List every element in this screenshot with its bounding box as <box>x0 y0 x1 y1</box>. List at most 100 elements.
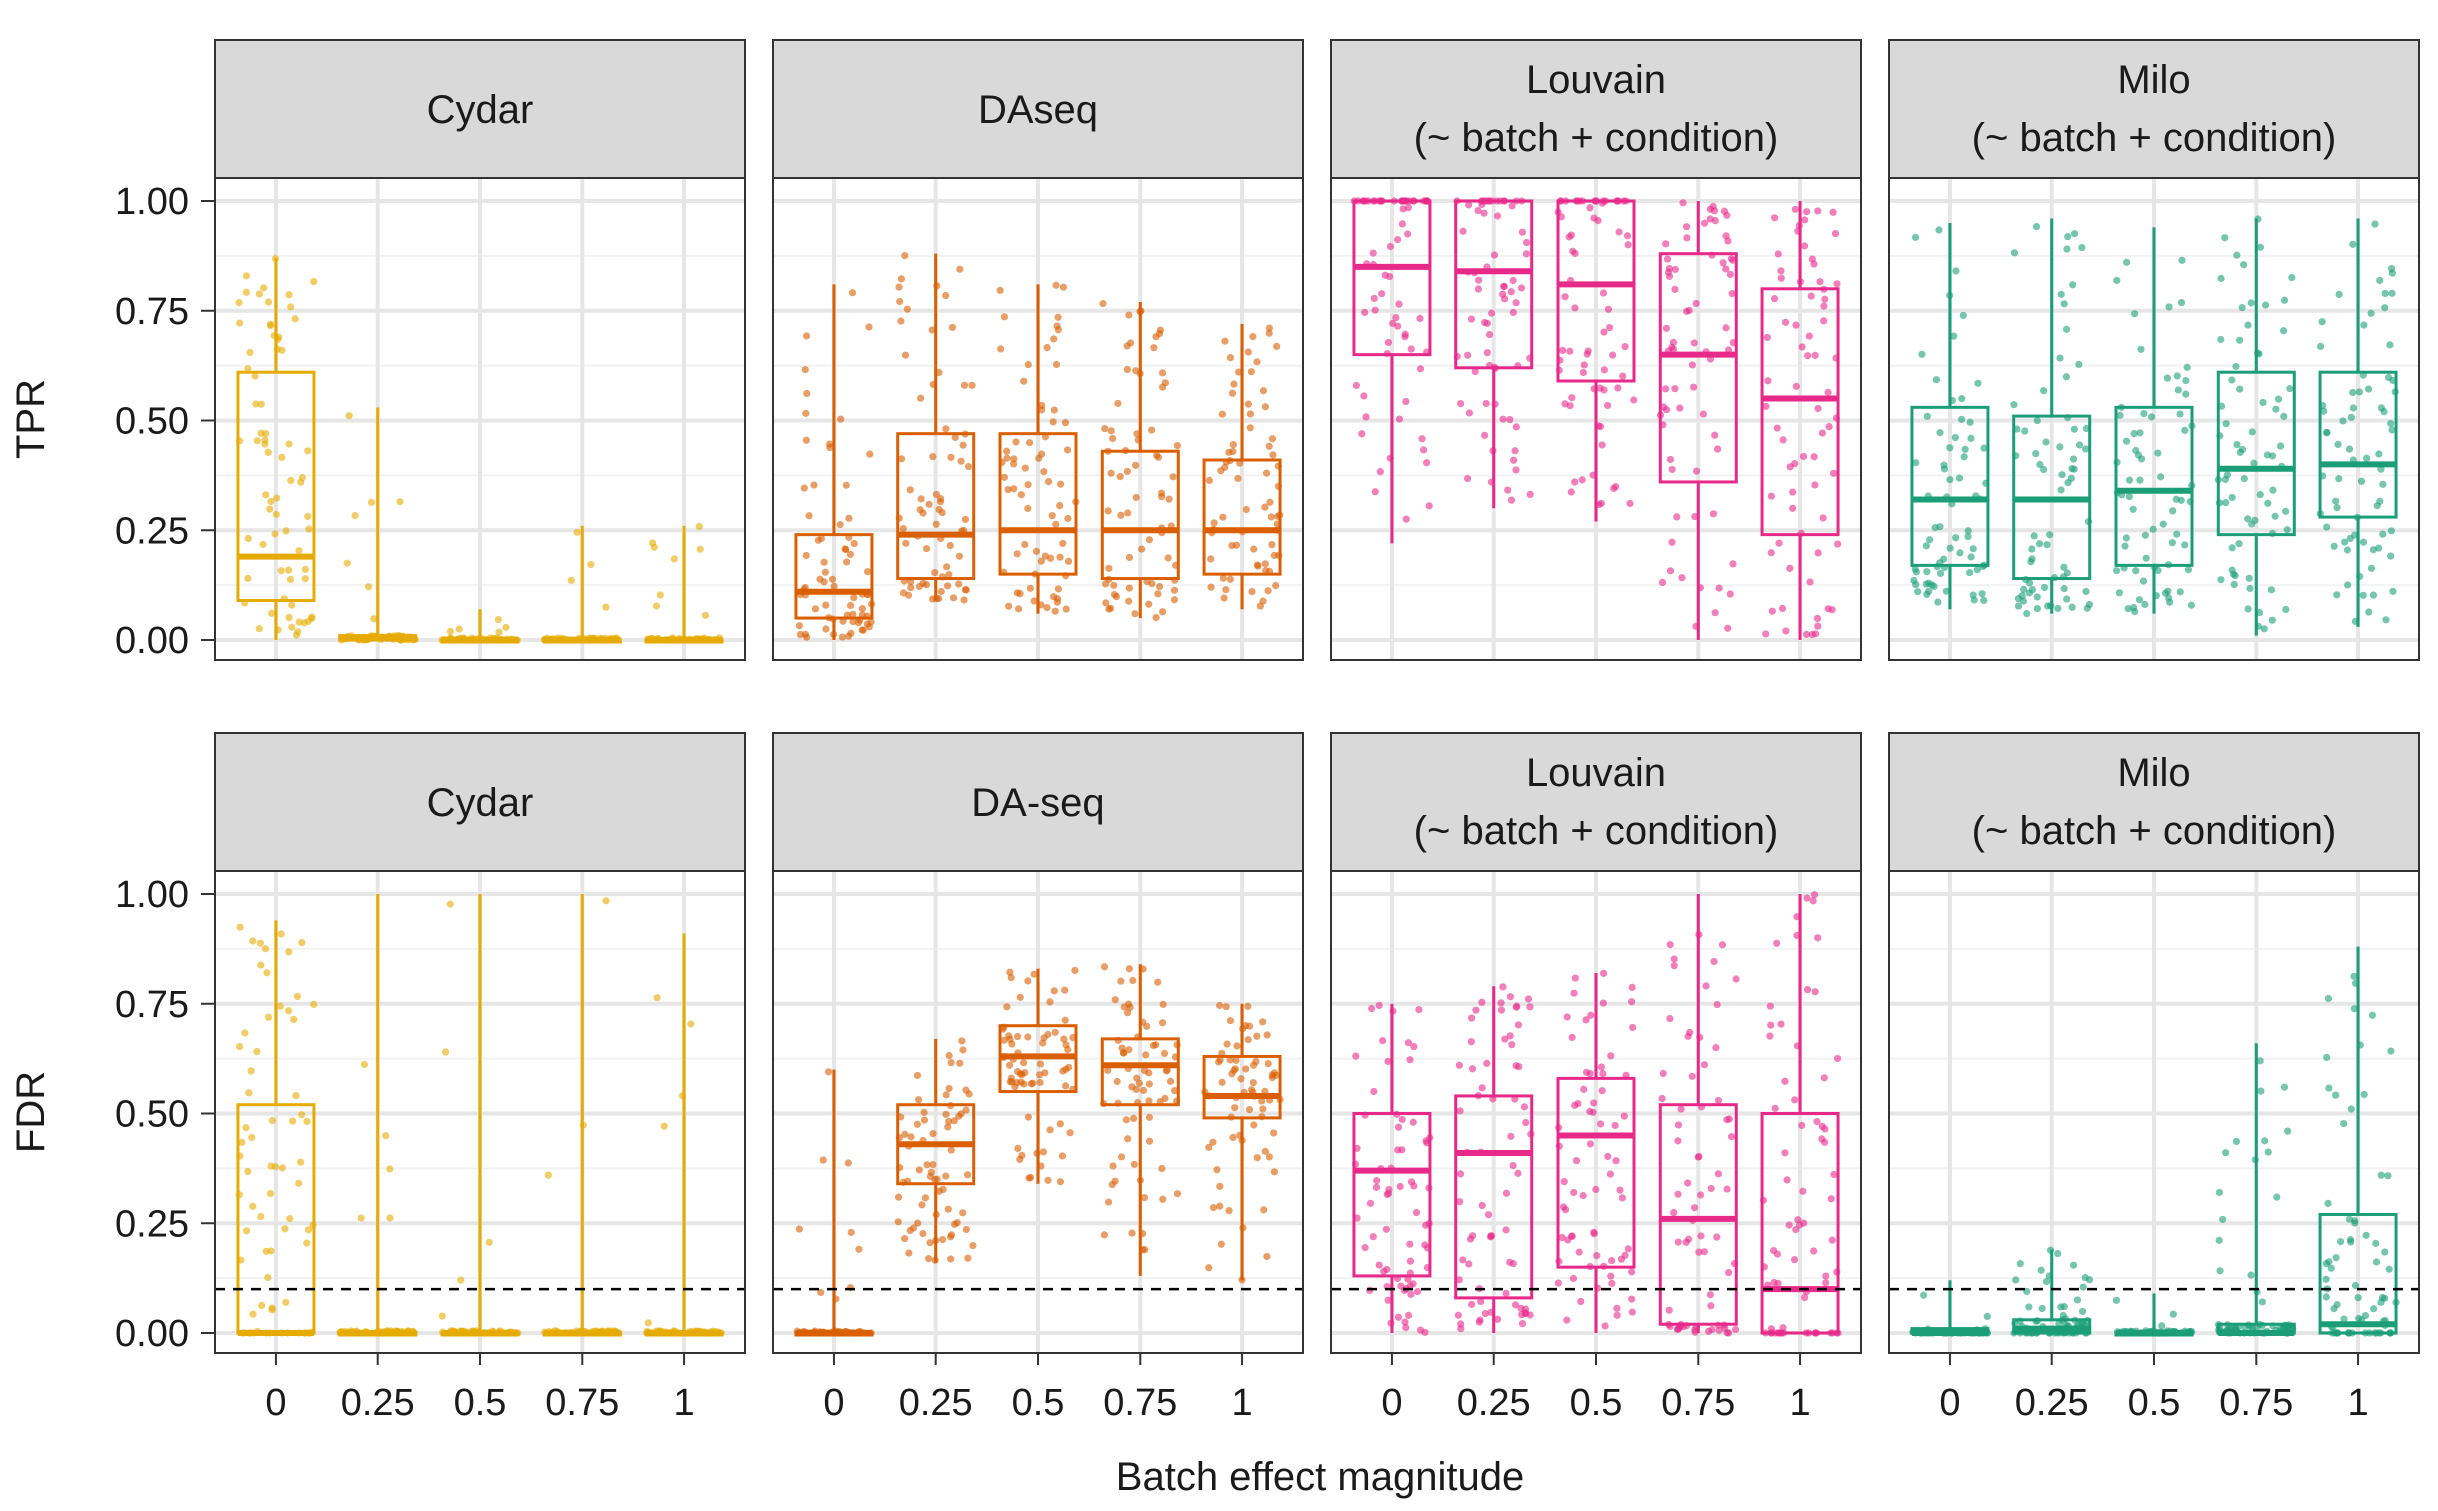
data-point <box>244 574 252 582</box>
data-point <box>2123 258 2131 266</box>
data-point <box>1247 368 1255 376</box>
data-point <box>1575 1248 1583 1256</box>
data-point <box>2157 473 2165 481</box>
data-point <box>1561 1206 1570 1214</box>
data-point <box>267 1162 275 1170</box>
data-point <box>255 625 263 633</box>
data-point <box>947 453 955 461</box>
data-point <box>858 605 866 613</box>
data-point <box>1791 205 1799 213</box>
data-point <box>1918 350 1926 358</box>
data-point <box>1511 447 1519 455</box>
box-cydar-3 <box>540 525 622 644</box>
facet-strip <box>214 732 746 872</box>
data-point <box>1570 989 1578 997</box>
data-point <box>943 563 951 571</box>
data-point <box>2166 598 2174 606</box>
data-point <box>1478 1084 1486 1092</box>
data-point <box>1209 1203 1218 1212</box>
data-point <box>310 277 318 286</box>
data-point <box>2233 440 2241 449</box>
panel-border <box>1330 177 1862 661</box>
data-point <box>1526 1311 1534 1319</box>
data-point <box>2258 1298 2266 1306</box>
data-point <box>1829 208 1837 216</box>
data-point <box>1923 568 1931 576</box>
data-point <box>1246 424 1254 432</box>
data-point <box>1378 290 1386 298</box>
data-point <box>2060 563 2068 571</box>
data-point <box>1124 509 1132 517</box>
data-point <box>653 994 661 1002</box>
data-point <box>2217 576 2225 584</box>
data-point <box>360 1060 369 1069</box>
data-point <box>2036 460 2044 469</box>
data-point <box>1237 1075 1245 1083</box>
data-point <box>343 559 351 567</box>
data-point <box>2054 604 2062 613</box>
facet-title: (~ batch + condition) <box>1414 116 1779 160</box>
data-point <box>1162 1067 1170 1075</box>
data-point <box>1774 1279 1782 1288</box>
data-point <box>1373 1176 1381 1185</box>
data-point <box>1165 495 1173 503</box>
data-point <box>2387 265 2396 273</box>
data-point <box>1725 1269 1733 1277</box>
data-point <box>1969 545 1977 553</box>
facet-title: Louvain <box>1526 58 1666 102</box>
data-point <box>1016 1070 1025 1078</box>
data-point <box>1715 584 1723 592</box>
data-point <box>795 622 803 630</box>
data-point <box>1232 1056 1240 1065</box>
data-point <box>1058 1152 1067 1160</box>
data-point <box>907 1133 915 1141</box>
data-point <box>1270 1129 1278 1137</box>
data-point <box>2332 1254 2340 1262</box>
data-point <box>1509 276 1517 285</box>
data-point <box>1381 271 1389 279</box>
data-point <box>1814 934 1822 942</box>
box-rect <box>2216 370 2296 537</box>
data-point <box>2346 1236 2355 1244</box>
data-point <box>959 441 967 449</box>
x-tick-label: 1 <box>1789 1382 1810 1424</box>
data-point <box>1813 614 1822 623</box>
data-point <box>287 303 295 311</box>
data-point <box>650 543 658 551</box>
data-point <box>587 560 595 569</box>
data-point <box>1412 1208 1421 1217</box>
data-point <box>1475 1318 1483 1326</box>
panel-border <box>1888 177 2420 661</box>
data-point <box>1506 415 1514 424</box>
data-point <box>1258 1097 1266 1105</box>
data-point <box>242 1124 250 1132</box>
data-point <box>2246 584 2254 593</box>
facet-strip <box>1888 39 2420 179</box>
data-point <box>2221 234 2229 242</box>
data-point <box>943 582 952 590</box>
data-point <box>1125 1046 1133 1054</box>
data-point <box>1670 962 1678 970</box>
data-point <box>1674 1137 1682 1145</box>
data-point <box>801 630 809 638</box>
data-point <box>1786 564 1794 572</box>
data-point <box>1020 1059 1028 1067</box>
data-point <box>281 1225 289 1233</box>
data-point <box>244 365 252 373</box>
data-point <box>1222 586 1230 594</box>
data-point <box>2228 376 2236 384</box>
data-point <box>1394 235 1402 244</box>
data-point <box>268 1116 277 1125</box>
data-point <box>1509 308 1517 317</box>
data-point <box>386 1165 394 1173</box>
data-point <box>1572 1157 1581 1165</box>
data-point <box>2173 530 2181 538</box>
data-point <box>1923 412 1931 420</box>
data-point <box>1604 305 1613 313</box>
data-point <box>2381 289 2389 298</box>
data-point <box>1259 597 1267 605</box>
data-point <box>1222 1003 1230 1011</box>
data-point <box>1064 1046 1072 1054</box>
data-point <box>268 1306 276 1314</box>
box-cydar-4 <box>643 933 725 1337</box>
